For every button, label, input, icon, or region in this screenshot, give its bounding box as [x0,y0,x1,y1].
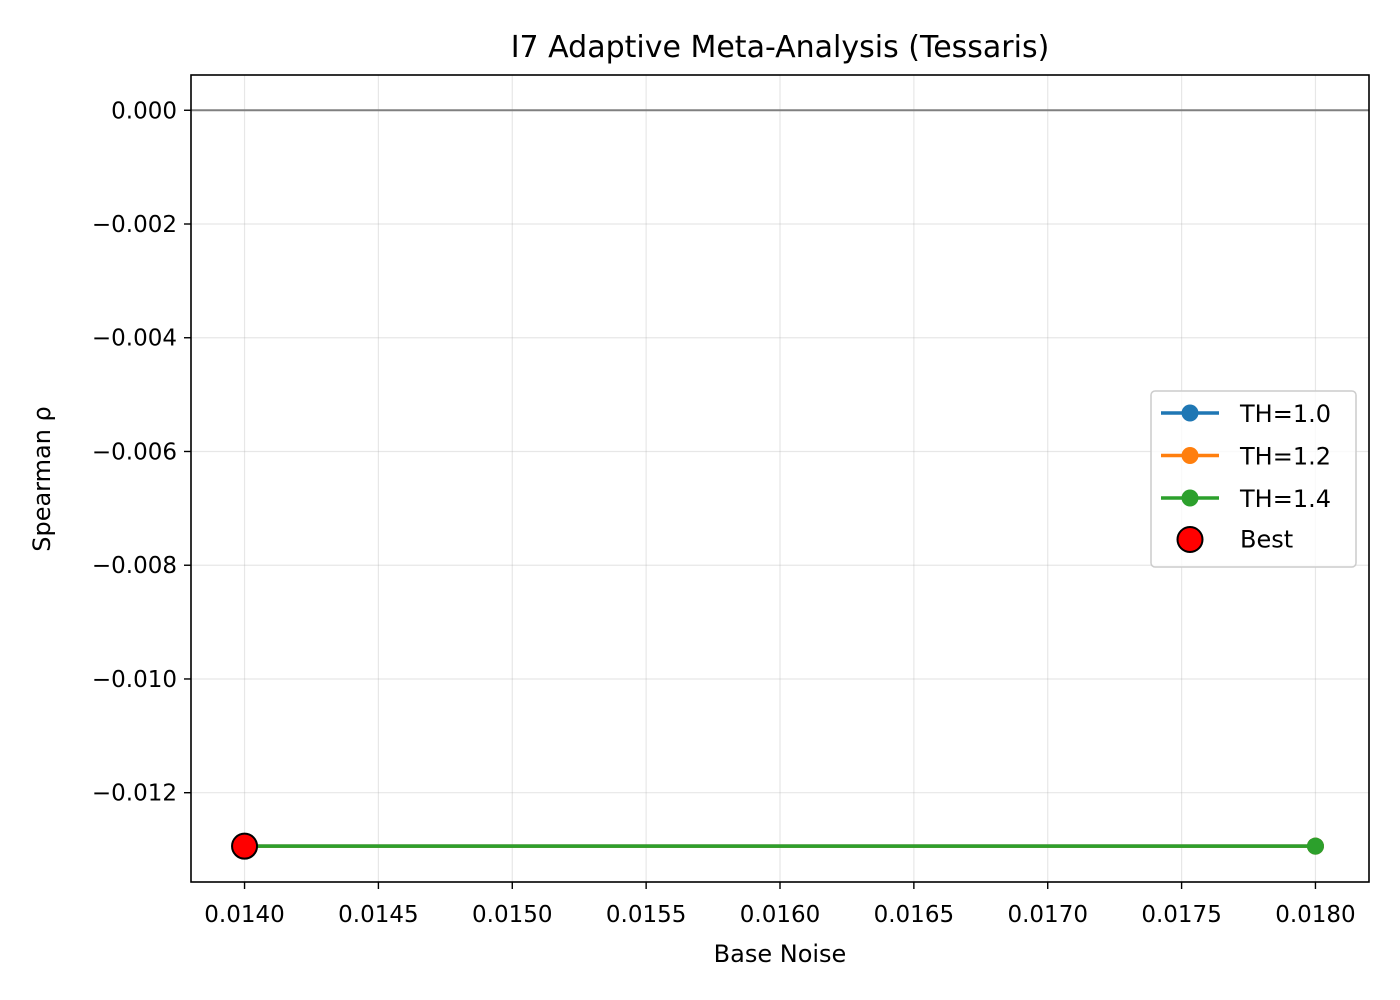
x-tick-label: 0.0165 [874,902,954,928]
legend-entry-label: TH=1.4 [1239,485,1331,513]
y-tick-label: −0.004 [92,326,177,352]
legend-entry-label: TH=1.2 [1239,443,1331,471]
legend-swatch-marker [1181,404,1199,422]
legend-entry-label: Best [1240,526,1293,554]
y-tick-label: −0.002 [92,212,177,238]
x-tick-label: 0.0150 [472,902,552,928]
legend-swatch-marker [1181,489,1199,507]
x-tick-label: 0.0155 [606,902,686,928]
x-tick-label: 0.0170 [1007,902,1087,928]
chart-title: I7 Adaptive Meta-Analysis (Tessaris) [511,30,1050,65]
y-tick-label: 0.000 [111,98,177,124]
legend: TH=1.0 TH=1.2 TH=1.4 Best [1150,390,1357,568]
best-marker-group [231,832,259,860]
y-axis-label: Spearman ρ [28,406,56,552]
y-tick-label: −0.010 [92,667,177,693]
y-tick-label: −0.012 [92,781,177,807]
legend-swatch-marker [1181,447,1199,464]
y-axis-ticks: 0.000 −0.002 −0.004 −0.006 −0.008 −0.010 −0.01… [92,98,191,807]
legend-entry-label: TH=1.0 [1239,400,1331,428]
x-tick-label: 0.0175 [1141,902,1221,928]
series-point-2 [1306,837,1324,855]
y-tick-label: −0.006 [92,439,177,465]
x-tick-label: 0.0180 [1275,902,1355,928]
x-axis-ticks: 0.0140 0.0145 0.0150 0.0155 0.0160 0.0165 0.01… [204,882,1356,928]
y-tick-label: −0.008 [92,553,177,579]
legend-best-marker [1176,526,1204,553]
series-group [236,837,1324,855]
x-axis-label: Base Noise [714,940,847,968]
legend-box [1150,390,1357,568]
x-tick-label: 0.0160 [740,902,820,928]
x-tick-label: 0.0140 [204,902,284,928]
best-marker [231,832,259,860]
x-tick-label: 0.0145 [338,902,418,928]
